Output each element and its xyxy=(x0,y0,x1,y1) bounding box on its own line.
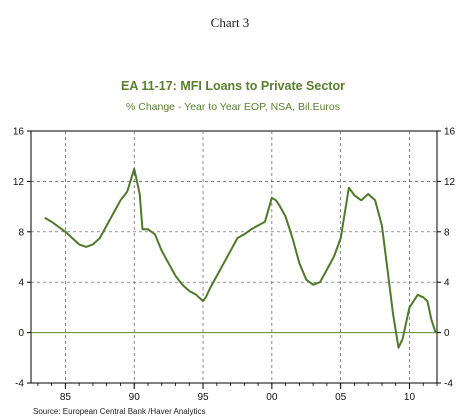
grid-lines xyxy=(31,131,437,383)
x-tick-label: 10 xyxy=(404,392,416,403)
y-tick-label-left: -4 xyxy=(15,379,24,390)
y-tick-label-right: -4 xyxy=(444,379,453,390)
y-tick-label-right: 12 xyxy=(444,177,456,188)
y-tick-label-left: 0 xyxy=(18,328,24,339)
x-tick-label: 95 xyxy=(197,392,209,403)
chart-supertitle: Chart 3 xyxy=(211,15,250,30)
y-tick-label-right: 8 xyxy=(444,227,450,238)
y-tick-label-left: 8 xyxy=(18,227,24,238)
x-tick-label: 05 xyxy=(335,392,347,403)
chart-title: EA 11-17: MFI Loans to Private Sector xyxy=(121,79,345,93)
plot-area-frame xyxy=(30,130,438,384)
chart-subtitle: % Change - Year to Year EOP, NSA, Bil.Eu… xyxy=(126,101,340,113)
y-tick-label-left: 16 xyxy=(13,127,25,138)
series-line xyxy=(44,167,437,349)
series-group xyxy=(44,167,437,349)
y-tick-label-left: 4 xyxy=(18,278,24,289)
x-tick-label: 90 xyxy=(129,392,141,403)
x-tick-label: 85 xyxy=(60,392,72,403)
y-tick-label-right: 4 xyxy=(444,278,450,289)
x-tick-label: 00 xyxy=(266,392,278,403)
y-tick-label-left: 12 xyxy=(13,177,25,188)
y-tick-label-right: 0 xyxy=(444,328,450,339)
source-note: Source: European Central Bank /Haver Ana… xyxy=(33,407,206,416)
y-tick-label-right: 16 xyxy=(444,127,456,138)
